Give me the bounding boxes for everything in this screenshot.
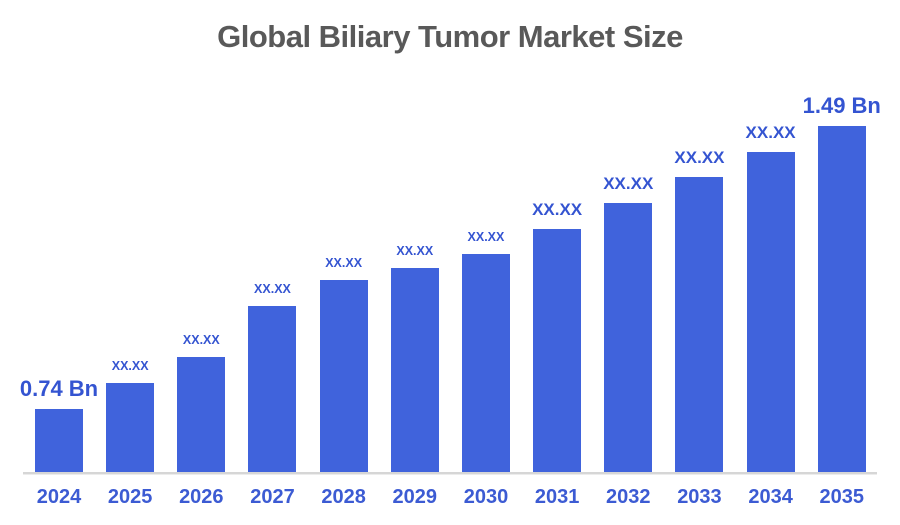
x-tick-2035: 2035 [819, 486, 865, 508]
value-label-2024: 0.74 Bn [19, 375, 99, 401]
x-tick-2025: 2025 [107, 486, 153, 508]
bar-2025 [106, 383, 155, 472]
value-label-2029: XX.XX [396, 243, 434, 258]
value-label-2030: XX.XX [467, 229, 505, 244]
x-tick-2028: 2028 [321, 486, 366, 508]
bar-2035 [817, 126, 866, 472]
value-label-2035: 1.49 Bn [802, 92, 881, 118]
value-label-2027: XX.XX [254, 281, 291, 296]
value-label-2031: XX.XX [532, 200, 583, 220]
chart-title: Global Biliary Tumor Market Size [217, 19, 683, 54]
value-label-2026: XX.XX [182, 332, 220, 347]
value-label-2032: XX.XX [603, 174, 654, 194]
x-tick-2030: 2030 [463, 486, 509, 508]
x-tick-2027: 2027 [250, 486, 295, 508]
bar-2030 [461, 254, 510, 472]
bar-2033 [675, 177, 724, 472]
bar-2027 [248, 306, 297, 472]
x-tick-2032: 2032 [606, 486, 651, 508]
value-label-2025: XX.XX [111, 358, 149, 373]
bar-2024 [35, 409, 83, 472]
bar-2029 [390, 268, 439, 472]
bar-2034 [746, 152, 795, 472]
x-tick-2024: 2024 [36, 486, 82, 508]
x-tick-2033: 2033 [677, 486, 722, 508]
bar-2026 [177, 357, 226, 472]
x-tick-2029: 2029 [392, 486, 438, 508]
bar-2031 [533, 229, 582, 472]
x-tick-2026: 2026 [179, 486, 224, 508]
value-label-2033: XX.XX [674, 148, 725, 168]
value-label-2034: XX.XX [745, 123, 796, 143]
bar-2032 [604, 203, 653, 472]
x-axis-line [23, 471, 877, 475]
x-tick-2031: 2031 [534, 486, 580, 508]
x-tick-2034: 2034 [748, 486, 793, 508]
bar-2028 [319, 280, 368, 472]
value-label-2028: XX.XX [325, 255, 363, 270]
